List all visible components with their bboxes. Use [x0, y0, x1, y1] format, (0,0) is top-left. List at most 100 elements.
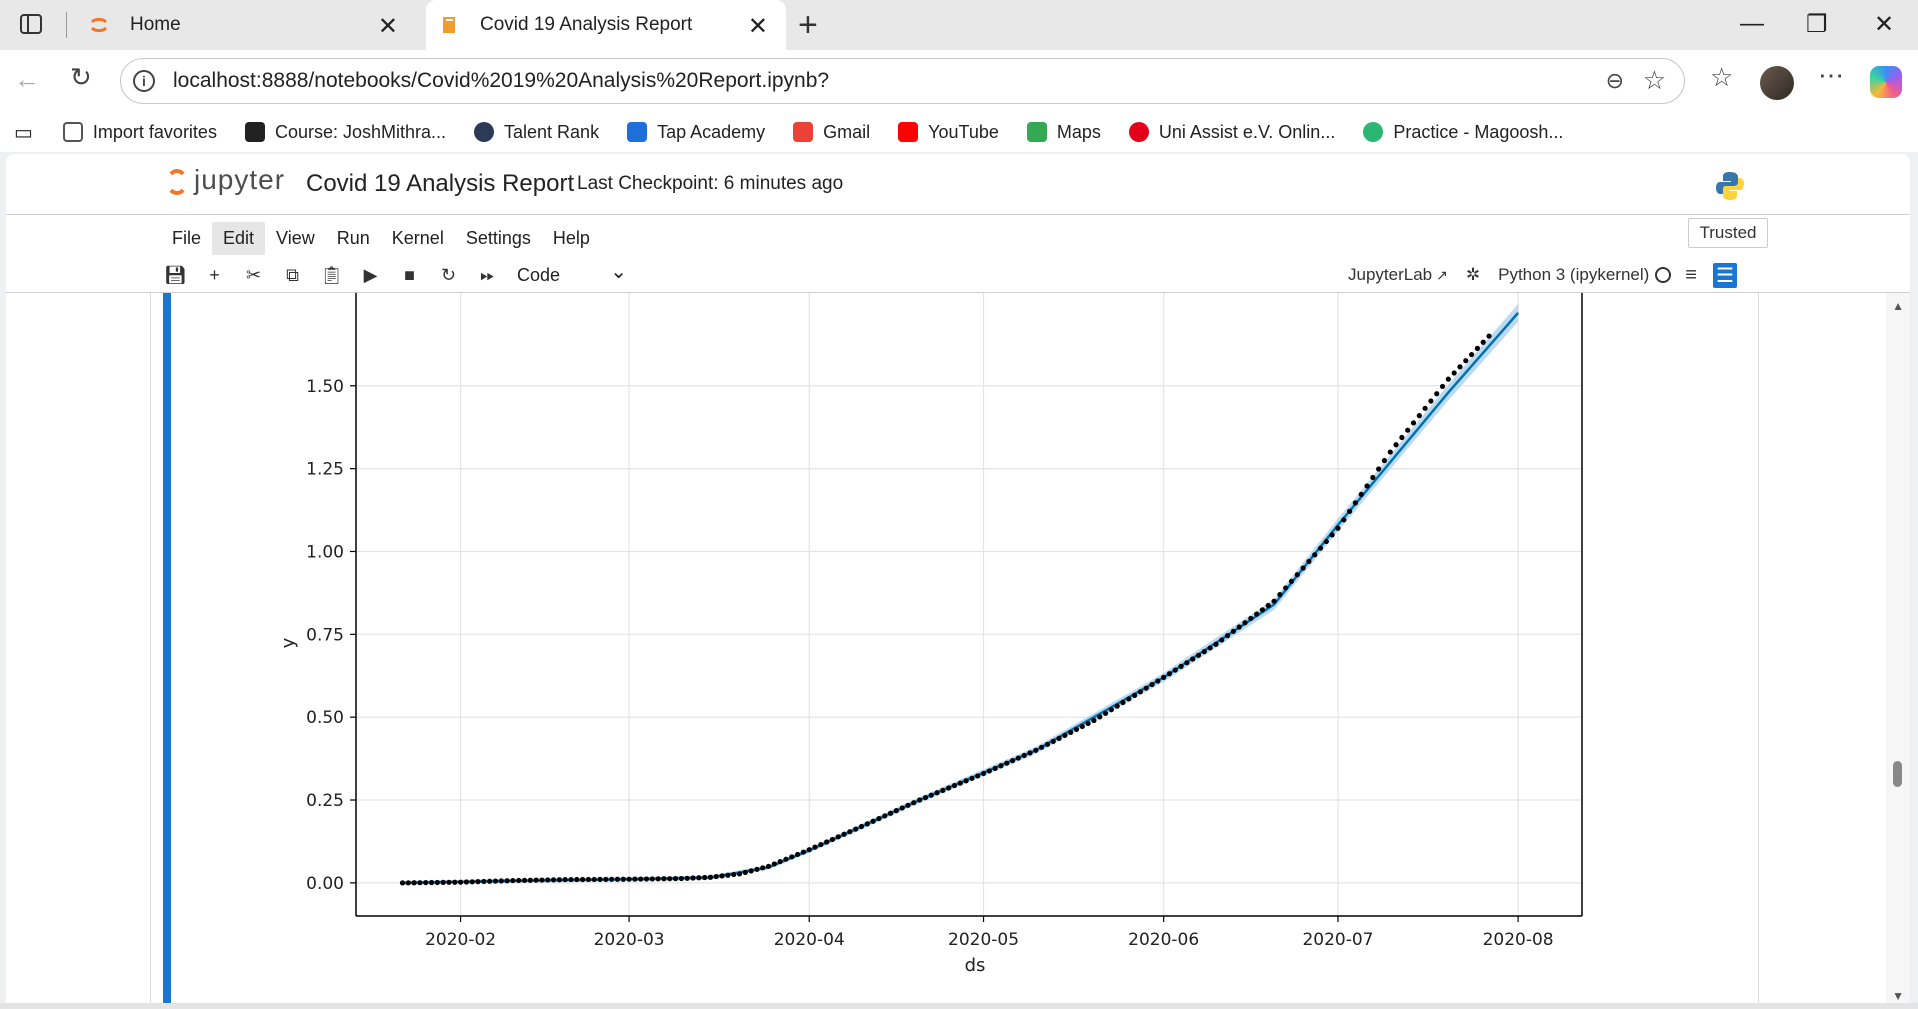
close-tab-icon[interactable]: ✕ — [747, 13, 768, 40]
list-view-icon[interactable]: ≡ — [1685, 263, 1697, 286]
jupyterlab-link[interactable]: JupyterLab — [1348, 265, 1433, 284]
observed-point — [603, 876, 609, 882]
observed-point — [1126, 696, 1132, 702]
forecast-series — [402, 304, 1520, 885]
bookmark-talent-rank[interactable]: Talent Rank — [474, 122, 599, 143]
toolbar-right: JupyterLab ↗ ✲ Python 3 (ipykernel) ≡ ☰ — [1348, 258, 1737, 292]
kernel-name[interactable]: Python 3 (ipykernel) — [1498, 265, 1650, 284]
bookmark-magoosh[interactable]: Practice - Magoosh... — [1363, 122, 1563, 143]
toc-icon[interactable]: ☰ — [1712, 262, 1737, 288]
y-tick-label: 0.00 — [306, 874, 344, 894]
observed-point — [829, 836, 836, 843]
close-tab-icon[interactable]: ✕ — [377, 13, 398, 40]
collections-icon[interactable]: ▭ — [14, 121, 33, 144]
new-tab-icon[interactable]: + — [798, 6, 818, 44]
copilot-icon[interactable] — [1870, 66, 1902, 98]
insert-cell-icon[interactable]: + — [209, 264, 220, 285]
observed-point — [1056, 735, 1062, 741]
observed-point — [905, 802, 911, 808]
menu-view[interactable]: View — [276, 227, 315, 248]
back-icon[interactable]: ← — [14, 64, 40, 94]
zoom-icon[interactable]: ⊖ — [1605, 68, 1624, 93]
scrollbar-thumb[interactable] — [1893, 761, 1902, 787]
menu-kernel[interactable]: Kernel — [391, 227, 444, 248]
notebook-title[interactable]: Covid 19 Analysis Report — [306, 170, 575, 197]
observed-point — [1254, 611, 1260, 617]
paste-icon[interactable]: 📋︎ — [320, 264, 343, 285]
copy-icon[interactable]: ⧉ — [286, 264, 299, 285]
observed-point — [1178, 663, 1184, 669]
observed-point — [887, 810, 894, 816]
trusted-indicator[interactable]: Trusted — [1688, 218, 1768, 248]
y-axis-ticks: 0.00 0.25 0.50 0.75 1.00 1.25 1.50 — [306, 377, 356, 894]
bookmark-uni-assist[interactable]: Uni Assist e.V. Onlin... — [1128, 122, 1335, 143]
observed-point — [1015, 755, 1021, 761]
cell-type-select[interactable]: Code — [517, 259, 627, 286]
python-logo-icon — [1714, 170, 1746, 202]
scroll-up-icon[interactable]: ▲ — [1892, 299, 1904, 313]
observed-point — [818, 841, 824, 848]
observed-point — [1195, 652, 1202, 658]
menu-settings[interactable]: Settings — [465, 227, 531, 248]
course-icon — [244, 122, 265, 142]
favorites-icon[interactable]: ☆ — [1710, 62, 1734, 92]
observed-point — [1434, 391, 1440, 397]
observed-point — [1143, 685, 1149, 691]
menu-run[interactable]: Run — [336, 227, 370, 248]
menu-help[interactable]: Help — [552, 227, 590, 248]
observed-point — [661, 876, 667, 882]
cell-selection-bar[interactable] — [163, 293, 171, 1009]
restart-icon[interactable]: ↻ — [440, 264, 457, 285]
observed-point — [742, 869, 748, 875]
menu-edit[interactable]: Edit — [212, 221, 266, 255]
run-icon[interactable]: ▶ — [363, 264, 378, 285]
observed-point — [533, 877, 539, 883]
observed-point — [1445, 376, 1451, 382]
observed-point — [1114, 703, 1120, 709]
scroll-down-icon[interactable]: ▼ — [1892, 989, 1904, 1003]
bookmark-import-favorites[interactable]: Import favorites — [62, 122, 217, 143]
magoosh-icon — [1363, 122, 1384, 142]
restart-run-all-icon[interactable]: ⏩︎ — [480, 264, 495, 285]
observed-point — [1044, 741, 1051, 747]
close-window-icon[interactable]: ✕ — [1874, 11, 1895, 38]
bookmark-tap-academy[interactable]: Tap Academy — [627, 122, 765, 143]
observed-point — [951, 782, 958, 789]
observed-point — [690, 875, 696, 881]
site-info-icon[interactable]: i — [133, 70, 155, 92]
more-options-icon[interactable]: ⋯ — [1818, 60, 1844, 90]
favorite-star-icon[interactable]: ☆ — [1642, 65, 1666, 95]
tab-actions-icon[interactable] — [20, 14, 42, 34]
url-text[interactable]: localhost:8888/notebooks/Covid%2019%20An… — [173, 69, 830, 92]
observed-point — [568, 876, 574, 883]
observed-point — [516, 877, 522, 884]
observed-point — [510, 877, 516, 884]
vertical-scrollbar[interactable]: ▲ ▼ — [1886, 293, 1910, 1009]
x-tick-label: 2020-02 — [425, 930, 496, 950]
observed-point — [975, 773, 981, 779]
cut-icon[interactable]: ✂ — [245, 264, 262, 285]
observed-point — [713, 873, 719, 880]
debugger-icon[interactable]: ✲ — [1465, 265, 1481, 284]
jupyter-notebook: jupyter Covid 19 Analysis Report Last Ch… — [6, 154, 1910, 1009]
observed-point — [405, 880, 411, 886]
observed-point — [614, 876, 621, 882]
reload-icon[interactable]: ↻ — [70, 62, 92, 92]
jupyter-logo[interactable]: jupyter — [166, 164, 285, 196]
menu-file[interactable]: File — [172, 227, 202, 248]
profile-avatar[interactable] — [1760, 66, 1794, 100]
minimize-icon[interactable]: — — [1740, 10, 1764, 37]
save-icon[interactable]: 💾︎ — [164, 264, 187, 285]
bookmark-gmail[interactable]: Gmail — [793, 122, 870, 143]
tab-home[interactable]: Home ✕ — [76, 0, 416, 50]
bookmark-youtube[interactable]: YouTube — [898, 122, 999, 143]
gmail-icon — [793, 122, 814, 142]
address-bar[interactable]: i localhost:8888/notebooks/Covid%2019%20… — [120, 58, 1685, 104]
observed-point — [1283, 585, 1289, 591]
restore-icon[interactable]: ❐ — [1806, 11, 1828, 38]
bookmark-course[interactable]: Course: JoshMithra... — [244, 122, 446, 143]
stop-icon[interactable]: ■ — [404, 264, 415, 285]
observed-point — [1108, 707, 1114, 713]
bookmark-maps[interactable]: Maps — [1026, 122, 1101, 143]
tab-notebook[interactable]: Covid 19 Analysis Report ✕ — [426, 0, 786, 50]
